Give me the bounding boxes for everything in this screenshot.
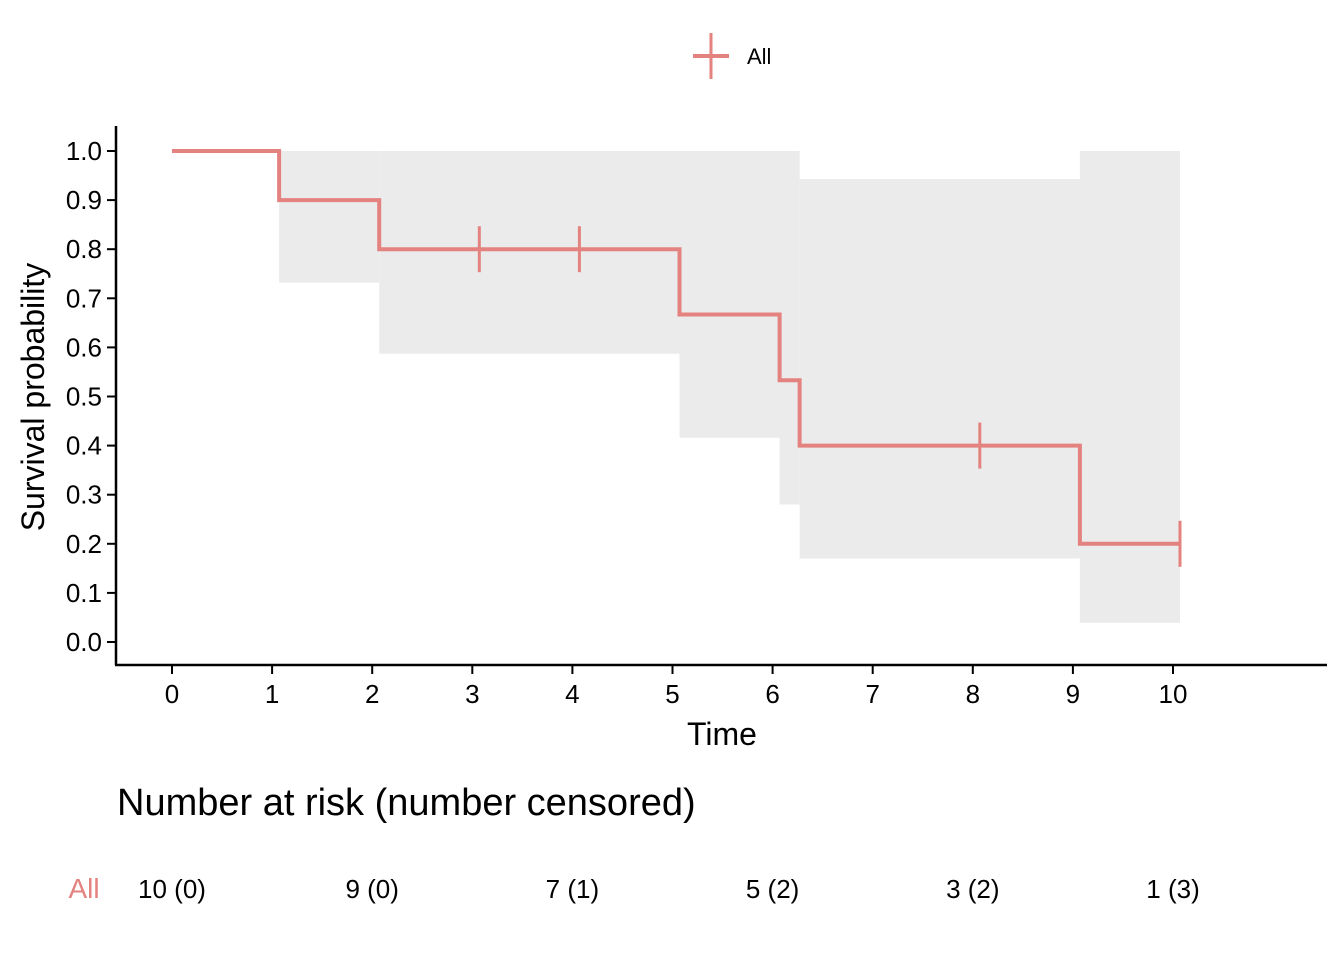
confidence-band: [279, 151, 1181, 623]
x-tick-label: 8: [966, 679, 980, 709]
legend-label: All: [747, 44, 771, 69]
x-tick-label: 10: [1159, 679, 1188, 709]
ci-segment: [279, 151, 380, 283]
y-tick-label: 0.1: [66, 578, 102, 608]
risk-table-value: 3 (2): [946, 874, 999, 904]
risk-table-value: 7 (1): [546, 874, 599, 904]
ci-segment: [1079, 151, 1181, 623]
x-tick-label: 4: [565, 679, 579, 709]
y-tick-label: 0.2: [66, 529, 102, 559]
risk-table-value: 1 (3): [1146, 874, 1199, 904]
x-axis-title: Time: [687, 716, 757, 752]
x-tick-label: 7: [865, 679, 879, 709]
risk-table-title: Number at risk (number censored): [117, 782, 696, 824]
risk-table: 10 (0) 9 (0) 7 (1) 5 (2) 3 (2) 1 (3): [138, 874, 1200, 904]
risk-table-value: 9 (0): [345, 874, 398, 904]
ci-segment: [679, 151, 780, 438]
risk-table-value: 5 (2): [746, 874, 799, 904]
y-tick-label: 0.4: [66, 431, 102, 461]
survival-curve: [172, 149, 1182, 567]
survival-step-line: [172, 149, 1181, 546]
x-tick-label: 2: [365, 679, 379, 709]
axes: 0.0 0.1 0.2 0.3 0.4 0.5 0.6 0.7 0.8 0.9 1.0 0 1 2 3 4 5 6…: [66, 126, 1327, 709]
ci-segment: [379, 151, 680, 354]
risk-table-value: 10 (0): [138, 874, 206, 904]
x-tick-label: 9: [1066, 679, 1080, 709]
y-tick-label: 0.6: [66, 332, 102, 362]
ci-segment: [799, 178, 1080, 559]
y-tick-label: 0.5: [66, 382, 102, 412]
y-tick-label: 1.0: [66, 136, 102, 166]
y-tick-label: 0.0: [66, 627, 102, 657]
x-tick-label: 6: [765, 679, 779, 709]
x-tick-label: 0: [165, 679, 179, 709]
y-tick-label: 0.7: [66, 283, 102, 313]
legend: All: [693, 33, 771, 79]
risk-table-group-label: All: [68, 873, 99, 904]
x-tick-label: 1: [265, 679, 279, 709]
y-tick-label: 0.3: [66, 480, 102, 510]
x-tick-label: 5: [665, 679, 679, 709]
x-tick-label: 3: [465, 679, 479, 709]
y-axis-title: Survival probability: [15, 263, 51, 532]
ci-segment: [779, 151, 800, 505]
y-tick-label: 0.9: [66, 185, 102, 215]
y-tick-label: 0.8: [66, 234, 102, 264]
